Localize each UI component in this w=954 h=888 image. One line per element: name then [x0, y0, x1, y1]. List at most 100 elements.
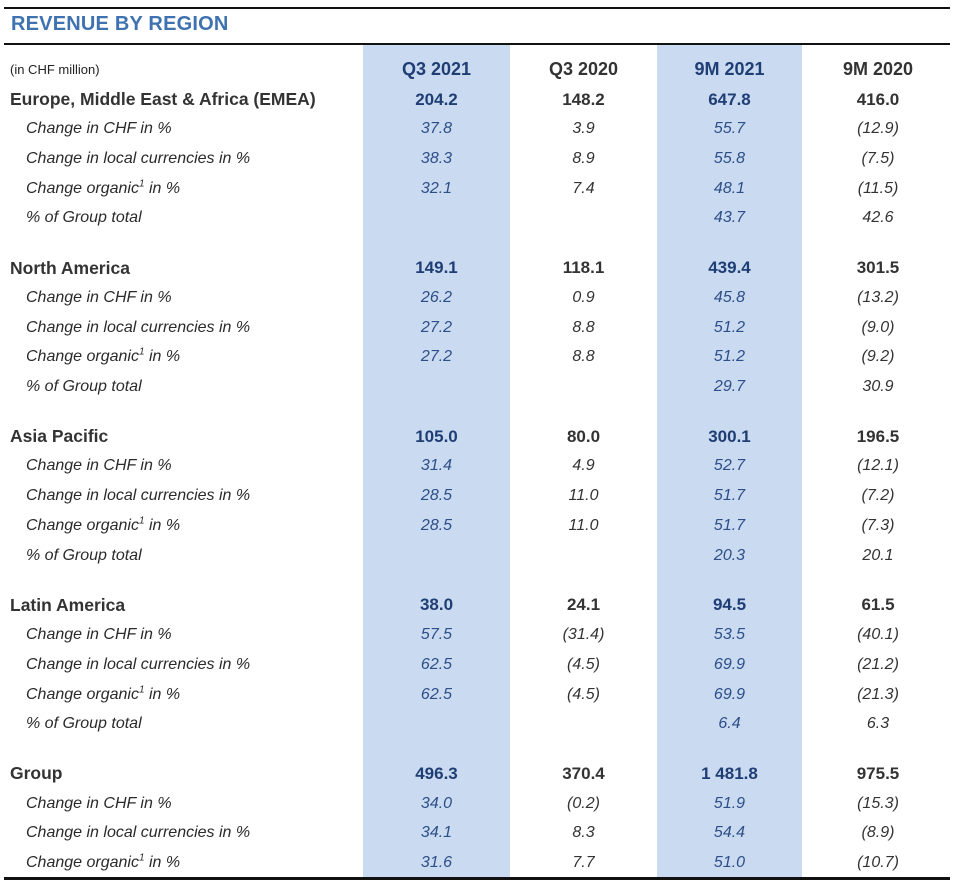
column-header-q3-2021: Q3 2021	[401, 59, 472, 80]
value-cell: 20.3	[713, 546, 746, 564]
value-cell: (21.3)	[857, 685, 899, 703]
value-cell: 7.7	[572, 854, 595, 872]
value-cell: (12.9)	[857, 120, 899, 138]
region-name: Europe, Middle East & Africa (EMEA)	[10, 89, 316, 110]
change-chf-row: Change in CHF in % 34.0 (0.2) 51.9 (15.3)	[0, 789, 954, 819]
row-label: % of Group total	[26, 378, 142, 396]
footnote-marker: 1	[138, 347, 145, 358]
value-cell: 57.5	[420, 626, 453, 644]
organic-label-suffix: in %	[144, 854, 181, 872]
value-cell: 647.8	[708, 89, 751, 109]
value-cell: 54.4	[713, 824, 746, 842]
value-cell: 53.5	[713, 626, 746, 644]
value-cell: 0.9	[572, 288, 595, 306]
value-cell: (11.5)	[857, 179, 899, 197]
value-cell: (7.5)	[861, 150, 895, 168]
row-label: Change in local currencies in %	[26, 824, 251, 842]
organic-label-suffix: in %	[144, 348, 181, 366]
value-cell: 80.0	[566, 426, 601, 446]
value-cell: 43.7	[713, 209, 746, 227]
header-rule	[4, 43, 950, 45]
value-cell: 45.8	[713, 288, 746, 306]
value-cell: (21.2)	[857, 655, 899, 673]
value-cell: 6.3	[866, 715, 890, 733]
spacer-row	[0, 402, 954, 422]
value-cell: 51.2	[713, 348, 746, 366]
value-cell: 300.1	[708, 426, 751, 446]
change-organic-row: Change organic1 in % 32.1 7.4 48.1 (11.5)	[0, 174, 954, 204]
value-cell: 34.0	[420, 794, 453, 812]
region-row: Europe, Middle East & Africa (EMEA) 204.2…	[0, 85, 954, 115]
value-cell	[363, 372, 510, 402]
row-label: % of Group total	[26, 715, 142, 733]
value-cell: 38.0	[419, 595, 454, 615]
value-cell: 55.8	[713, 150, 746, 168]
organic-label-text: Change organic	[26, 179, 139, 197]
row-label: Change in local currencies in %	[26, 318, 251, 336]
row-label: % of Group total	[26, 209, 142, 227]
value-cell: 8.3	[572, 824, 595, 842]
column-header-9m-2020: 9M 2020	[842, 59, 914, 80]
value-cell: 31.6	[420, 854, 453, 872]
value-cell: 27.2	[420, 318, 453, 336]
value-cell: 62.5	[420, 655, 453, 673]
row-label: Change in local currencies in %	[26, 655, 251, 673]
value-cell: (7.2)	[861, 487, 895, 505]
group-share-row: % of Group total 43.7 42.6	[0, 204, 954, 234]
value-cell: 8.8	[572, 348, 595, 366]
value-cell: 29.7	[713, 378, 746, 396]
value-cell: (10.7)	[857, 854, 899, 872]
value-cell: 975.5	[856, 763, 900, 783]
value-cell: 52.7	[713, 457, 746, 475]
row-label: Change in CHF in %	[26, 457, 172, 475]
value-cell: (31.4)	[562, 626, 605, 644]
value-cell: 28.5	[420, 487, 453, 505]
group-share-row: % of Group total 29.7 30.9	[0, 372, 954, 402]
organic-label-suffix: in %	[144, 179, 181, 197]
value-cell: 7.4	[572, 179, 595, 197]
value-cell: 34.1	[420, 824, 453, 842]
region-name: Asia Pacific	[10, 426, 109, 447]
value-cell: (40.1)	[857, 626, 899, 644]
organic-label-text: Change organic	[26, 348, 139, 366]
value-cell: 370.4	[562, 763, 605, 783]
organic-label-suffix: in %	[144, 685, 181, 703]
value-cell	[363, 541, 510, 571]
unit-label: (in CHF million)	[10, 62, 100, 78]
value-cell: (4.5)	[567, 685, 600, 703]
9m-2021-highlight-band	[657, 45, 802, 877]
spacer-row	[0, 571, 954, 591]
value-cell: 48.1	[713, 179, 746, 197]
row-label: Change organic1 in %	[0, 680, 363, 710]
value-cell: 42.6	[862, 209, 894, 227]
value-cell: 94.5	[712, 595, 747, 615]
value-cell: 26.2	[420, 288, 453, 306]
group-share-row: % of Group total 6.4 6.3	[0, 709, 954, 739]
value-cell: (7.3)	[861, 516, 895, 534]
value-cell: (13.2)	[857, 288, 899, 306]
change-chf-row: Change in CHF in % 57.5 (31.4) 53.5 (40.1)	[0, 620, 954, 650]
value-cell: (9.2)	[861, 348, 895, 366]
footnote-marker: 1	[138, 684, 145, 696]
spacer-row	[0, 233, 954, 253]
row-label: Change organic1 in %	[0, 511, 363, 541]
value-cell: 51.7	[713, 516, 746, 534]
organic-label-text: Change organic	[26, 685, 139, 703]
value-cell	[510, 541, 657, 571]
revenue-table: (in CHF million) Q3 2021 Q3 2020 9M 2021…	[0, 55, 954, 878]
change-organic-row: Change organic1 in % 28.5 11.0 51.7 (7.3)	[0, 511, 954, 541]
top-rule	[4, 7, 950, 9]
column-header-9m-2021: 9M 2021	[694, 59, 765, 80]
region-row: Latin America 38.0 24.1 94.5 61.5	[0, 591, 954, 621]
footnote-marker: 1	[138, 515, 145, 527]
region-name: Group	[10, 763, 63, 784]
change-organic-row: Change organic1 in % 27.2 8.8 51.2 (9.2)	[0, 342, 954, 372]
footnote-marker: 1	[138, 852, 145, 864]
row-label: Change in local currencies in %	[26, 487, 251, 505]
value-cell: 27.2	[420, 348, 453, 366]
value-cell: (0.2)	[567, 794, 600, 812]
value-cell	[510, 372, 657, 402]
change-local-row: Change in local currencies in % 28.5 11.0 5…	[0, 481, 954, 511]
value-cell: 31.4	[420, 457, 453, 475]
value-cell: 6.4	[718, 715, 741, 733]
